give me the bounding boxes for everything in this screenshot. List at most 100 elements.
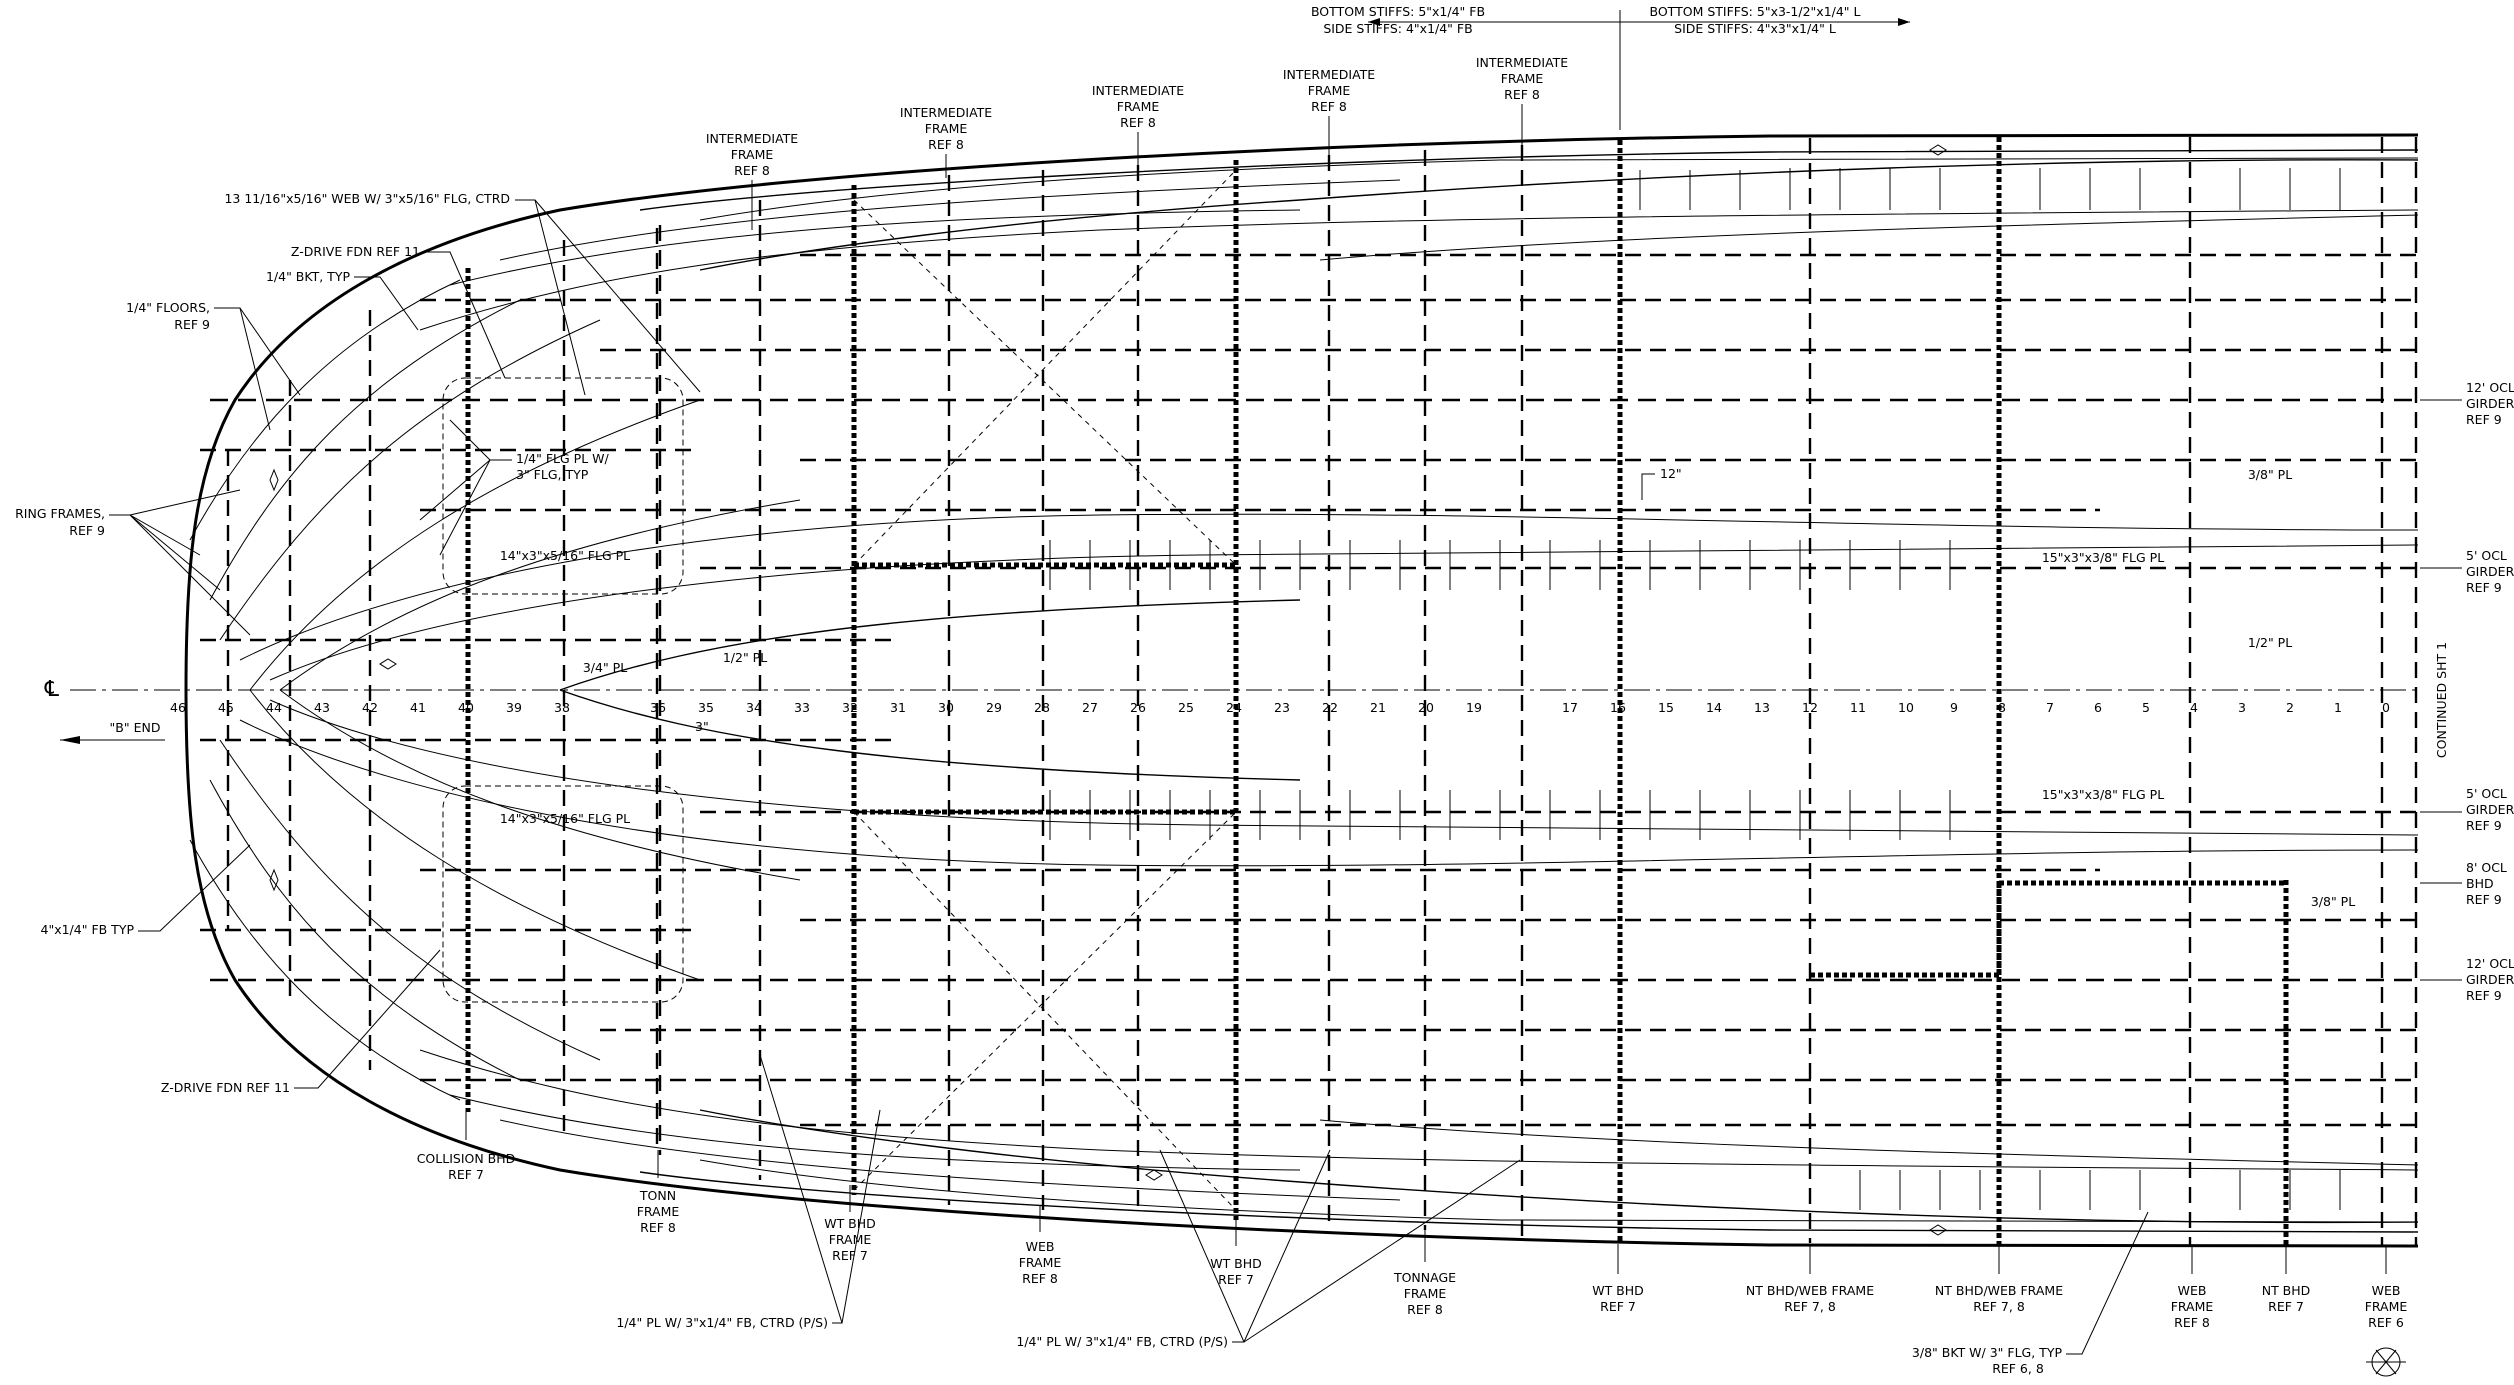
zdrive-foundations xyxy=(442,377,684,1003)
transverse-frames xyxy=(226,137,2418,1246)
svg-text:FRAME: FRAME xyxy=(1019,1255,1062,1270)
label-nt-bhd-web-a: NT BHD/WEB FRAME REF 7, 8 xyxy=(1746,1245,1874,1314)
svg-text:INTERMEDIATE: INTERMEDIATE xyxy=(1092,83,1184,98)
svg-text:17: 17 xyxy=(1562,700,1578,715)
svg-text:2: 2 xyxy=(2286,700,2294,715)
note-bracket: 1/4" BKT, TYP xyxy=(266,269,350,284)
svg-text:WEB: WEB xyxy=(2372,1283,2401,1298)
svg-text:WT BHD: WT BHD xyxy=(1592,1283,1644,1298)
svg-text:5: 5 xyxy=(2142,700,2150,715)
svg-text:22: 22 xyxy=(1322,700,1338,715)
svg-text:COLLISION BHD: COLLISION BHD xyxy=(417,1151,516,1166)
label-collision-bhd: COLLISION BHD REF 7 xyxy=(417,1112,516,1182)
label-pl-3-8-bottom: 3/8" PL xyxy=(2311,894,2355,909)
svg-text:FRAME: FRAME xyxy=(637,1204,680,1219)
svg-text:NT BHD/WEB FRAME: NT BHD/WEB FRAME xyxy=(1746,1283,1874,1298)
svg-text:25: 25 xyxy=(1178,700,1194,715)
svg-text:GIRDER: GIRDER xyxy=(2466,564,2514,579)
label-flg-pl-15-bottom: 15"x3"x3/8" FLG PL xyxy=(2042,787,2164,802)
svg-text:INTERMEDIATE: INTERMEDIATE xyxy=(900,105,992,120)
svg-text:35: 35 xyxy=(698,700,714,715)
intermediate-frame-labels: INTERMEDIATE FRAME REF 8 INTERMEDIATE FR… xyxy=(706,55,1568,230)
svg-text:FRAME: FRAME xyxy=(925,121,968,136)
svg-text:NT BHD: NT BHD xyxy=(2262,1283,2311,1298)
svg-text:GIRDER: GIRDER xyxy=(2466,802,2514,817)
svg-text:REF 8: REF 8 xyxy=(1504,87,1540,102)
svg-text:GIRDER: GIRDER xyxy=(2466,972,2514,987)
note-zdrive-bottom: Z-DRIVE FDN REF 11 xyxy=(161,1080,290,1095)
centerline-symbol: ℄ xyxy=(44,677,60,702)
svg-text:TONN: TONN xyxy=(639,1188,676,1203)
svg-text:3" FLG, TYP: 3" FLG, TYP xyxy=(516,467,589,482)
svg-text:38: 38 xyxy=(554,700,570,715)
svg-text:5' OCL: 5' OCL xyxy=(2466,548,2507,563)
svg-text:INTERMEDIATE: INTERMEDIATE xyxy=(1476,55,1568,70)
svg-text:TONNAGE: TONNAGE xyxy=(1393,1270,1456,1285)
svg-text:12: 12 xyxy=(1802,700,1818,715)
svg-text:6: 6 xyxy=(2094,700,2102,715)
svg-text:FRAME: FRAME xyxy=(1117,99,1160,114)
frame-numbers: 46 45 44 43 42 41 40 39 38 36 35 34 33 3… xyxy=(170,700,2390,715)
right-label-12-ocl-bottom: 12' OCL GIRDER REF 9 xyxy=(2420,956,2514,1003)
svg-text:WEB: WEB xyxy=(2178,1283,2207,1298)
svg-text:10: 10 xyxy=(1898,700,1914,715)
svg-text:24: 24 xyxy=(1226,700,1242,715)
bottom-frame-labels: COLLISION BHD REF 7 TONN FRAME REF 8 WT … xyxy=(417,1054,2407,1376)
svg-text:REF 7: REF 7 xyxy=(832,1248,868,1263)
logo-icon xyxy=(2366,1347,2406,1377)
note-pl-fb-mid: 1/4" PL W/ 3"x1/4" FB, CTRD (P/S) xyxy=(1016,1334,1228,1349)
svg-text:FRAME: FRAME xyxy=(1501,71,1544,86)
label-pl-3-4: 3/4" PL xyxy=(583,660,627,675)
svg-text:4: 4 xyxy=(2190,700,2198,715)
label-pl-1-2-right: 1/2" PL xyxy=(2248,635,2292,650)
intermediate-frame-2: INTERMEDIATE FRAME REF 8 xyxy=(900,105,992,178)
inner-callouts: 14"x3"x5/16" FLG PL 14"x3"x5/16" FLG PL … xyxy=(500,466,2449,909)
label-web-frame-a: WEB FRAME REF 8 xyxy=(1019,1205,1062,1286)
svg-text:40: 40 xyxy=(458,700,474,715)
svg-text:1: 1 xyxy=(2334,700,2342,715)
svg-text:29: 29 xyxy=(986,700,1002,715)
svg-text:REF 8: REF 8 xyxy=(1120,115,1156,130)
svg-text:REF 7: REF 7 xyxy=(448,1167,484,1182)
svg-text:26: 26 xyxy=(1130,700,1146,715)
hull-outline xyxy=(184,133,2419,1248)
intermediate-frame-1: INTERMEDIATE FRAME REF 8 xyxy=(706,131,798,230)
label-nt-bhd: NT BHD REF 7 xyxy=(2262,1246,2311,1314)
label-flg-pl-top: 14"x3"x5/16" FLG PL xyxy=(500,548,630,563)
right-label-5-ocl-top: 5' OCL GIRDER REF 9 xyxy=(2420,548,2514,595)
svg-text:33: 33 xyxy=(794,700,810,715)
svg-text:REF 9: REF 9 xyxy=(69,523,105,538)
label-dim-3: 3" xyxy=(695,719,709,734)
svg-text:WT BHD: WT BHD xyxy=(824,1216,876,1231)
svg-text:NT BHD/WEB FRAME: NT BHD/WEB FRAME xyxy=(1935,1283,2063,1298)
svg-text:REF 6: REF 6 xyxy=(2368,1315,2404,1330)
label-pl-1-2-left: 1/2" PL xyxy=(723,650,767,665)
label-wt-bhd-frame: WT BHD FRAME REF 7 xyxy=(824,1185,876,1263)
note-flg-pl: 1/4" FLG PL W/ xyxy=(516,451,609,466)
note-pl-fb-left: 1/4" PL W/ 3"x1/4" FB, CTRD (P/S) xyxy=(616,1315,828,1330)
note-bottom-stiffs-left: BOTTOM STIFFS: 5"x1/4" FB xyxy=(1311,4,1485,19)
svg-text:REF 7, 8: REF 7, 8 xyxy=(1784,1299,1836,1314)
svg-text:REF 9: REF 9 xyxy=(2466,988,2502,1003)
svg-text:15: 15 xyxy=(1658,700,1674,715)
svg-text:36: 36 xyxy=(650,700,666,715)
intermediate-frame-4: INTERMEDIATE FRAME REF 8 xyxy=(1283,67,1375,155)
svg-text:REF 8: REF 8 xyxy=(928,137,964,152)
svg-text:32: 32 xyxy=(842,700,858,715)
diamond-markers xyxy=(269,144,1947,1236)
svg-text:41: 41 xyxy=(410,700,426,715)
note-side-stiffs-left: SIDE STIFFS: 4"x1/4" FB xyxy=(1323,21,1472,36)
svg-text:GIRDER: GIRDER xyxy=(2466,396,2514,411)
svg-text:REF 9: REF 9 xyxy=(2466,818,2502,833)
intermediate-frame-5: INTERMEDIATE FRAME REF 8 xyxy=(1476,55,1568,145)
label-web-frame-b: WEB FRAME REF 8 xyxy=(2171,1246,2213,1330)
svg-text:REF 8: REF 8 xyxy=(640,1220,676,1235)
svg-text:12' OCL: 12' OCL xyxy=(2466,380,2514,395)
plate-boundaries xyxy=(854,562,2286,978)
svg-text:REF 8: REF 8 xyxy=(734,163,770,178)
svg-text:FRAME: FRAME xyxy=(1308,83,1351,98)
label-flg-pl-15-top: 15"x3"x3/8" FLG PL xyxy=(2042,550,2164,565)
note-fb-typ: 4"x1/4" FB TYP xyxy=(41,922,135,937)
svg-text:REF 9: REF 9 xyxy=(174,317,210,332)
